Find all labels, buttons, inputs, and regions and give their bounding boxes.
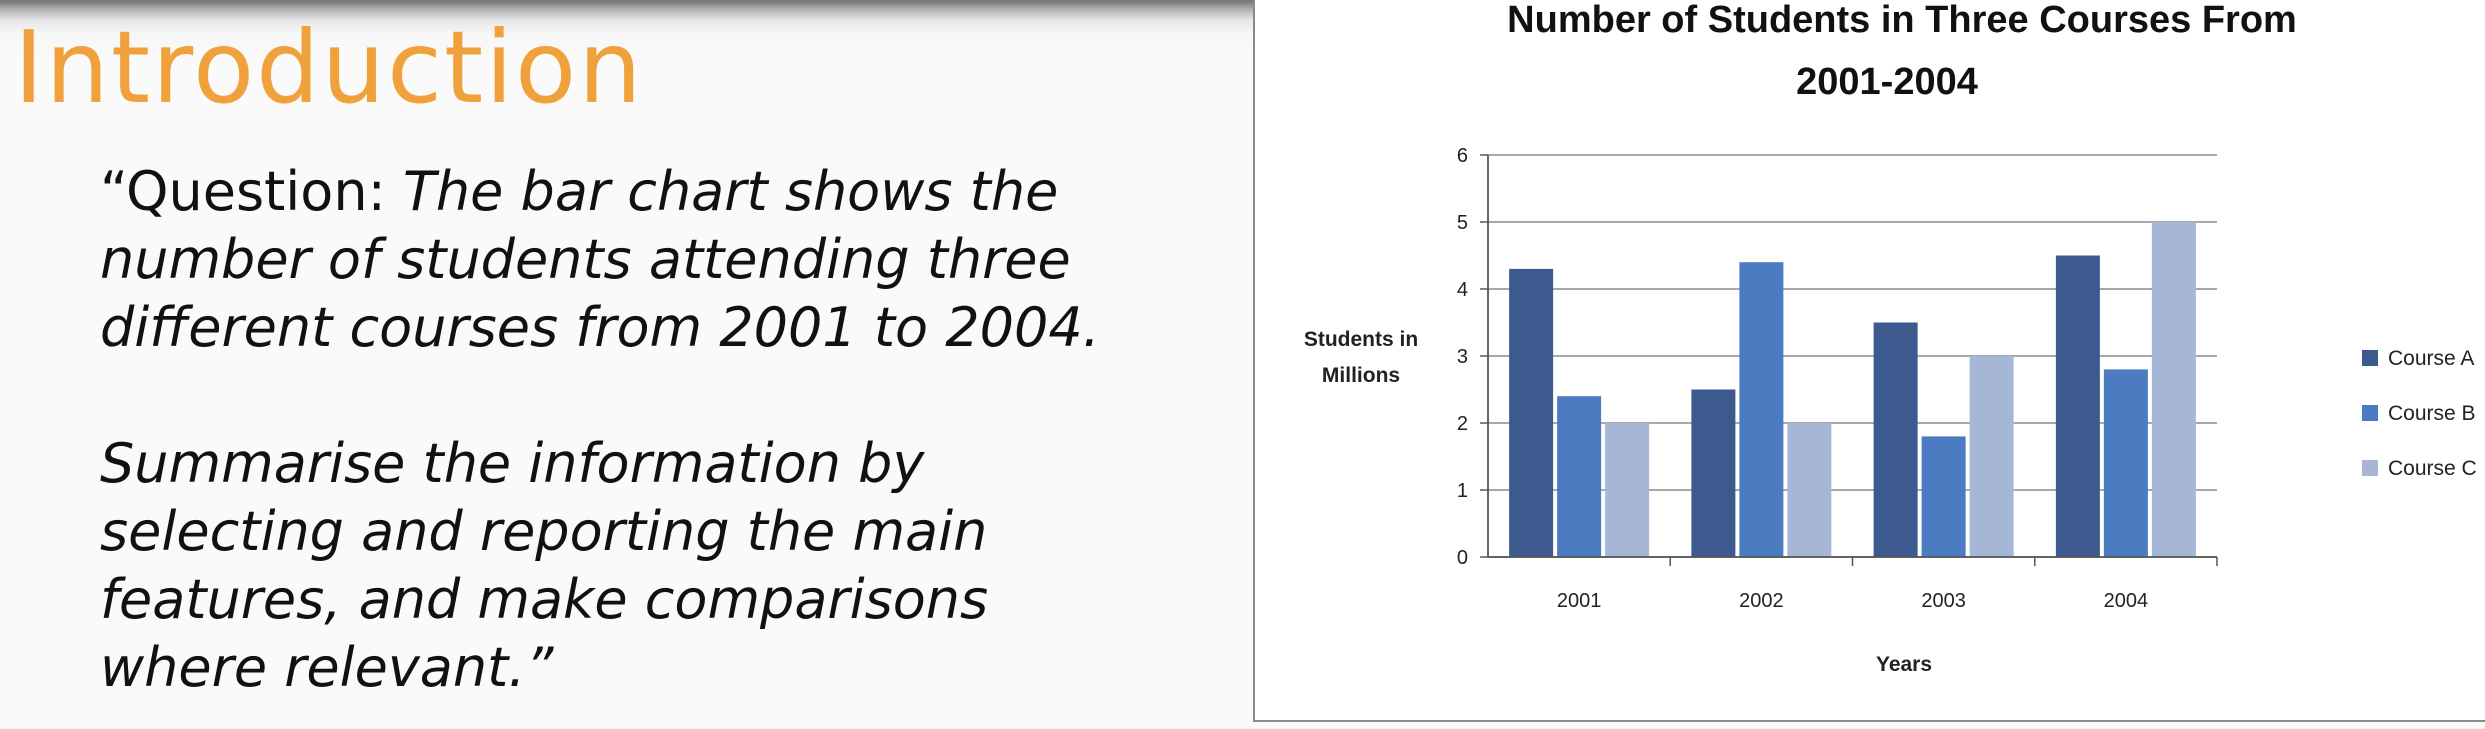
question-text: “Question: The bar chart shows the numbe…	[100, 158, 1220, 702]
instruction-line-2: selecting and reporting the main	[100, 500, 988, 563]
question-line-1: “Question: The bar chart shows the	[100, 158, 1220, 226]
x-tick-label: 2002	[1739, 590, 1784, 612]
instruction-line-3: features, and make comparisons	[100, 568, 989, 631]
chart-title-line-1: Number of Students in Three Courses From	[1507, 0, 2297, 41]
legend-swatch	[2362, 405, 2378, 421]
x-tick-label: 2003	[1921, 590, 1966, 612]
legend-label: Course C	[2388, 457, 2477, 480]
question-line-2: number of students attending three	[100, 228, 1071, 291]
y-tick-label: 1	[1457, 480, 1468, 502]
bar-course-a-2004	[2055, 255, 2100, 557]
bar-course-b-2003	[1921, 436, 1966, 557]
bar-course-b-2004	[2103, 369, 2148, 557]
y-tick-label: 4	[1457, 279, 1468, 301]
bar-course-c-2003	[1969, 356, 2014, 557]
y-axis-label-line-2: Millions	[1322, 364, 1400, 387]
chart-title-line-2: 2001-2004	[1796, 61, 1978, 103]
y-tick-label: 5	[1457, 212, 1468, 234]
question-line-3: different courses from 2001 to 2004.	[100, 296, 1100, 359]
y-axis-label-line-1: Students in	[1304, 328, 1418, 351]
instruction-line-1: Summarise the information by	[100, 432, 925, 495]
x-axis-label: Years	[1876, 653, 1932, 676]
y-tick-label: 6	[1457, 145, 1468, 167]
bar-course-c-2004	[2151, 222, 2196, 557]
bar-course-c-2002	[1787, 423, 1832, 557]
legend-label: Course A	[2388, 347, 2474, 370]
x-tick-label: 2004	[2104, 590, 2149, 612]
x-tick-label: 2001	[1557, 590, 1602, 612]
bar-course-a-2001	[1509, 268, 1554, 557]
bar-course-b-2002	[1739, 262, 1784, 557]
bar-course-c-2001	[1605, 423, 1650, 557]
chart-panel: Number of Students in Three Courses From…	[1253, 0, 2485, 722]
question-prefix: “Question:	[100, 160, 403, 223]
y-tick-label: 2	[1457, 413, 1468, 435]
legend-swatch	[2362, 460, 2378, 476]
question-text-1: The bar chart shows the	[402, 160, 1059, 223]
bar-course-a-2002	[1691, 389, 1736, 557]
y-tick-label: 3	[1457, 346, 1468, 368]
bar-course-a-2003	[1873, 322, 1918, 557]
legend-swatch	[2362, 350, 2378, 366]
instruction-line-4: where relevant.”	[100, 636, 554, 699]
bar-course-b-2001	[1557, 396, 1602, 557]
slide-title: Introduction	[14, 9, 644, 126]
bar-chart: Number of Students in Three Courses From…	[1304, 0, 2477, 676]
y-tick-label: 0	[1457, 547, 1468, 569]
legend-label: Course B	[2388, 402, 2476, 425]
